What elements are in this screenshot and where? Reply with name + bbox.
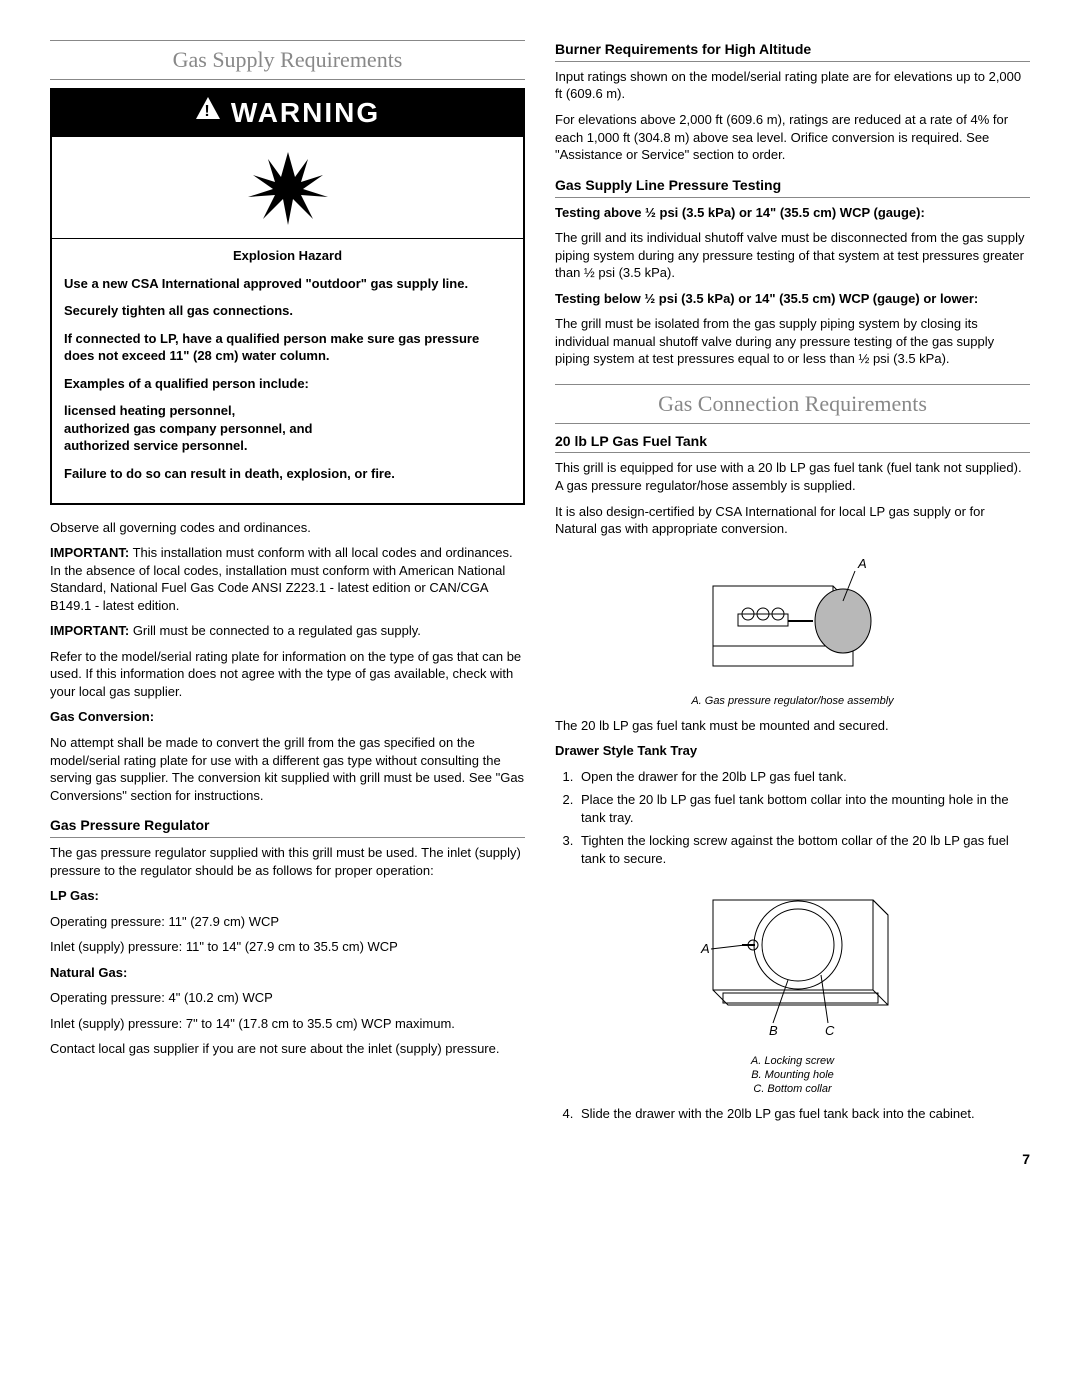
tank-p1: This grill is equipped for use with a 20… [555,459,1030,494]
fig2-caption: A. Locking screw B. Mounting hole C. Bot… [555,1054,1030,1097]
svg-text:!: ! [204,103,211,120]
warning-body: Explosion Hazard Use a new CSA Internati… [52,239,523,502]
figure-tray: A B C [555,875,1030,1050]
steps-list-cont: Slide the drawer with the 20lb LP gas fu… [555,1105,1030,1123]
ng-label: Natural Gas: [50,964,525,982]
page-number: 7 [50,1150,1030,1169]
contact: Contact local gas supplier if you are no… [50,1040,525,1058]
step1: Open the drawer for the 20lb LP gas fuel… [581,769,847,784]
step4: Slide the drawer with the 20lb LP gas fu… [581,1106,975,1121]
figure-regulator: A [555,546,1030,691]
warn-p1: Use a new CSA International approved "ou… [64,275,511,293]
step2: Place the 20 lb LP gas fuel tank bottom … [581,792,1009,825]
tank-p2: It is also design-certified by CSA Inter… [555,503,1030,538]
test-above-text: The grill and its individual shutoff val… [555,229,1030,282]
warning-triangle-icon: ! [195,96,221,129]
steps-list: Open the drawer for the 20lb LP gas fuel… [555,768,1030,868]
burner-heading: Burner Requirements for High Altitude [555,40,1030,62]
test-below-text: The grill must be isolated from the gas … [555,315,1030,368]
body-p1: Observe all governing codes and ordinanc… [50,519,525,537]
gc-label: Gas Conversion: [50,708,525,726]
warn-p3: If connected to LP, have a qualified per… [64,330,511,365]
body-p2: IMPORTANT: This installation must confor… [50,544,525,614]
section-title-gas-conn: Gas Connection Requirements [555,384,1030,424]
body-p4: Refer to the model/serial rating plate f… [50,648,525,701]
burner-p2: For elevations above 2,000 ft (609.6 m),… [555,111,1030,164]
svg-text:C: C [825,1023,835,1038]
fig1-caption: A. Gas pressure regulator/hose assembly [555,694,1030,708]
lp-label: LP Gas: [50,887,525,905]
hazard-label: Explosion Hazard [64,247,511,265]
lp-op: Operating pressure: 11" (27.9 cm) WCP [50,913,525,931]
warning-text: WARNING [231,94,380,132]
label-A: A [857,556,867,571]
section-title-gas-supply: Gas Supply Requirements [50,40,525,80]
drawer-label: Drawer Style Tank Tray [555,742,1030,760]
gpr-text: The gas pressure regulator supplied with… [50,844,525,879]
test-above-label: Testing above ½ psi (3.5 kPa) or 14" (35… [555,204,1030,222]
warn-p4: Examples of a qualified person include: [64,375,511,393]
explosion-icon-area [52,137,523,239]
test-heading: Gas Supply Line Pressure Testing [555,176,1030,198]
tank-heading: 20 lb LP Gas Fuel Tank [555,432,1030,454]
svg-text:B: B [769,1023,778,1038]
test-below-label: Testing below ½ psi (3.5 kPa) or 14" (35… [555,290,1030,308]
gc-text: No attempt shall be made to convert the … [50,734,525,804]
warn-p5: licensed heating personnel, authorized g… [64,402,511,455]
warning-box: ! WARNING Explosion Hazard Use a new CSA… [50,88,525,505]
step3: Tighten the locking screw against the bo… [581,833,1009,866]
explosion-icon [243,147,333,227]
warning-header: ! WARNING [52,90,523,138]
ng-op: Operating pressure: 4" (10.2 cm) WCP [50,989,525,1007]
lp-inlet: Inlet (supply) pressure: 11" to 14" (27.… [50,938,525,956]
svg-text:A: A [700,941,710,956]
burner-p1: Input ratings shown on the model/serial … [555,68,1030,103]
ng-inlet: Inlet (supply) pressure: 7" to 14" (17.8… [50,1015,525,1033]
body-p3: IMPORTANT: Grill must be connected to a … [50,622,525,640]
warn-p2: Securely tighten all gas connections. [64,302,511,320]
warn-p6: Failure to do so can result in death, ex… [64,465,511,483]
gpr-heading: Gas Pressure Regulator [50,816,525,838]
tank-p3: The 20 lb LP gas fuel tank must be mount… [555,717,1030,735]
